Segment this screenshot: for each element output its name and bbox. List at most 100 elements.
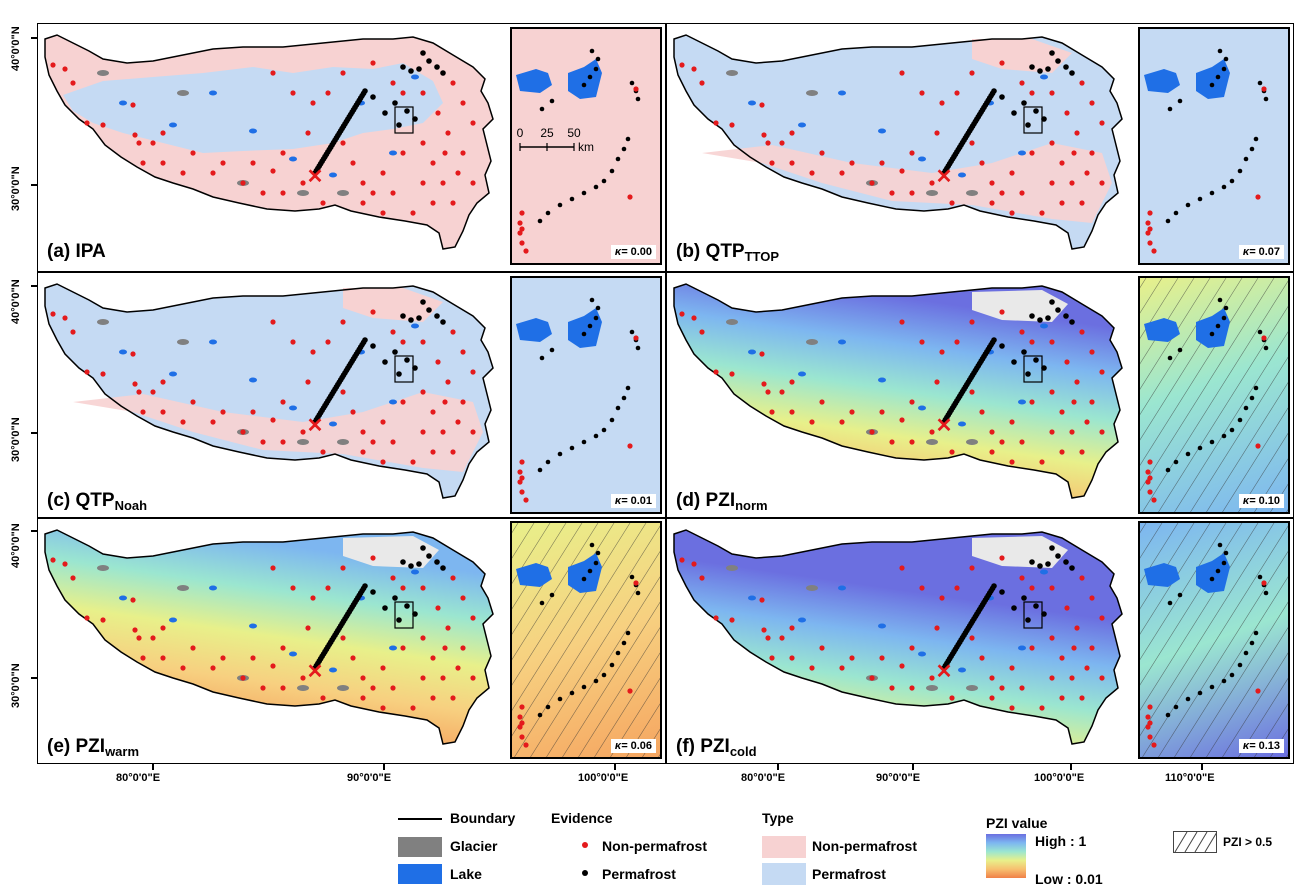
evidence-permafrost-point xyxy=(1049,299,1055,305)
inset-permafrost-point xyxy=(1197,445,1203,451)
inset-map-b: κ= 0.07 xyxy=(1138,27,1290,265)
legend-glacier: Glacier xyxy=(450,838,498,854)
evidence-nonpermafrost-point xyxy=(400,399,406,405)
evidence-nonpermafrost-point xyxy=(360,449,366,455)
hatch-pattern xyxy=(1140,523,1288,757)
inset-nonpermafrost-point xyxy=(1255,688,1261,694)
y-axis-label-40n-row2: 40°0'0"N xyxy=(10,279,22,324)
evidence-nonpermafrost-point xyxy=(430,449,436,455)
evidence-permafrost-point xyxy=(1049,545,1055,551)
evidence-nonpermafrost-point xyxy=(455,170,461,176)
inset-permafrost-point xyxy=(1167,355,1173,361)
evidence-nonpermafrost-point xyxy=(909,399,915,405)
inset-nonpermafrost-point xyxy=(1145,714,1151,720)
legend-type-nonpf: Non-permafrost xyxy=(812,838,918,854)
cluster-marker: ✕ xyxy=(307,415,324,437)
lake-patch xyxy=(389,150,397,156)
evidence-nonpermafrost-point xyxy=(769,160,775,166)
evidence-permafrost-point xyxy=(1029,64,1035,70)
evidence-permafrost-point xyxy=(400,64,406,70)
y-tick xyxy=(31,677,37,679)
evidence-nonpermafrost-point xyxy=(1089,100,1095,106)
scale-bar-unit: km xyxy=(578,140,594,154)
inset-permafrost-point xyxy=(581,331,587,337)
evidence-nonpermafrost-point xyxy=(160,379,166,385)
evidence-nonpermafrost-point xyxy=(370,190,376,196)
inset-permafrost-point xyxy=(1249,395,1255,401)
inset-permafrost-point xyxy=(609,662,615,668)
glacier-patch xyxy=(726,70,738,76)
inset-nonpermafrost-point xyxy=(519,489,525,495)
inset-locator-box xyxy=(394,355,414,383)
y-tick xyxy=(31,184,37,186)
evidence-nonpermafrost-point xyxy=(989,449,995,455)
evidence-permafrost-point xyxy=(370,94,376,100)
kappa-value-d: κ= 0.10 xyxy=(1238,494,1284,508)
inset-permafrost-point xyxy=(601,672,607,678)
evidence-nonpermafrost-point xyxy=(390,439,396,445)
evidence-permafrost-point xyxy=(1011,110,1017,116)
evidence-permafrost-point xyxy=(1029,313,1035,319)
evidence-nonpermafrost-point xyxy=(1009,210,1015,216)
inset-permafrost-point xyxy=(595,305,601,311)
evidence-nonpermafrost-point xyxy=(879,160,885,166)
evidence-nonpermafrost-point xyxy=(929,180,935,186)
evidence-nonpermafrost-point xyxy=(280,150,286,156)
legend-evidence-nonpf: Non-permafrost xyxy=(602,838,708,854)
cluster-marker: ✕ xyxy=(307,661,324,683)
legend-pzi-low: Low : 0.01 xyxy=(1035,871,1103,887)
inset-map-a: 0 25 50 km κ= 0.00 xyxy=(510,27,662,265)
evidence-nonpermafrost-point xyxy=(310,595,316,601)
inset-nonpermafrost-point xyxy=(633,335,639,341)
evidence-nonpermafrost-point xyxy=(989,675,995,681)
glacier-patch xyxy=(297,685,309,691)
evidence-permafrost-point xyxy=(1069,70,1075,76)
evidence-nonpermafrost-point xyxy=(50,62,56,68)
evidence-nonpermafrost-point xyxy=(1064,605,1070,611)
evidence-permafrost-point xyxy=(362,88,368,94)
inset-nonpermafrost-point xyxy=(633,580,639,586)
evidence-nonpermafrost-point xyxy=(420,585,426,591)
evidence-nonpermafrost-point xyxy=(1029,90,1035,96)
evidence-nonpermafrost-point xyxy=(1089,349,1095,355)
map-c: ✕ xyxy=(44,283,494,499)
evidence-nonpermafrost-point xyxy=(1009,705,1015,711)
evidence-nonpermafrost-point xyxy=(909,439,915,445)
evidence-nonpermafrost-point xyxy=(729,617,735,623)
evidence-nonpermafrost-point xyxy=(979,655,985,661)
evidence-nonpermafrost-point xyxy=(445,625,451,631)
evidence-permafrost-point xyxy=(1021,100,1027,106)
inset-permafrost-point xyxy=(581,684,587,690)
evidence-nonpermafrost-point xyxy=(260,190,266,196)
kappa-value-e: κ= 0.06 xyxy=(610,739,656,753)
evidence-permafrost-point xyxy=(396,122,402,128)
evidence-nonpermafrost-point xyxy=(899,319,905,325)
evidence-nonpermafrost-point xyxy=(819,150,825,156)
inset-permafrost-point xyxy=(1257,80,1263,86)
panel-label-text: (b) QTP xyxy=(676,241,745,262)
evidence-nonpermafrost-point xyxy=(761,627,767,633)
evidence-nonpermafrost-point xyxy=(280,645,286,651)
evidence-nonpermafrost-point xyxy=(190,150,196,156)
inset-permafrost-point xyxy=(587,74,593,80)
evidence-nonpermafrost-point xyxy=(1049,635,1055,641)
kappa-number: 0.10 xyxy=(1258,495,1280,507)
evidence-nonpermafrost-point xyxy=(130,351,136,357)
evidence-permafrost-point xyxy=(1055,307,1061,313)
hatch-swatch xyxy=(1173,831,1217,853)
cluster-marker: ✕ xyxy=(936,661,953,683)
lake-patch xyxy=(878,128,886,134)
evidence-nonpermafrost-point xyxy=(999,439,1005,445)
kappa-value-c: κ= 0.01 xyxy=(610,494,656,508)
inset-locator-box xyxy=(394,601,414,629)
inset-permafrost-point xyxy=(581,82,587,88)
scale-bar-tick-label: 25 xyxy=(540,126,554,140)
evidence-nonpermafrost-point xyxy=(420,339,426,345)
inset-nonpermafrost-point xyxy=(1147,734,1153,740)
evidence-nonpermafrost-point xyxy=(445,379,451,385)
inset-nonpermafrost-point xyxy=(523,248,529,254)
inset-permafrost-point xyxy=(629,80,635,86)
plateau-fill xyxy=(45,530,493,744)
evidence-nonpermafrost-point xyxy=(84,120,90,126)
lake-patch xyxy=(798,122,806,128)
